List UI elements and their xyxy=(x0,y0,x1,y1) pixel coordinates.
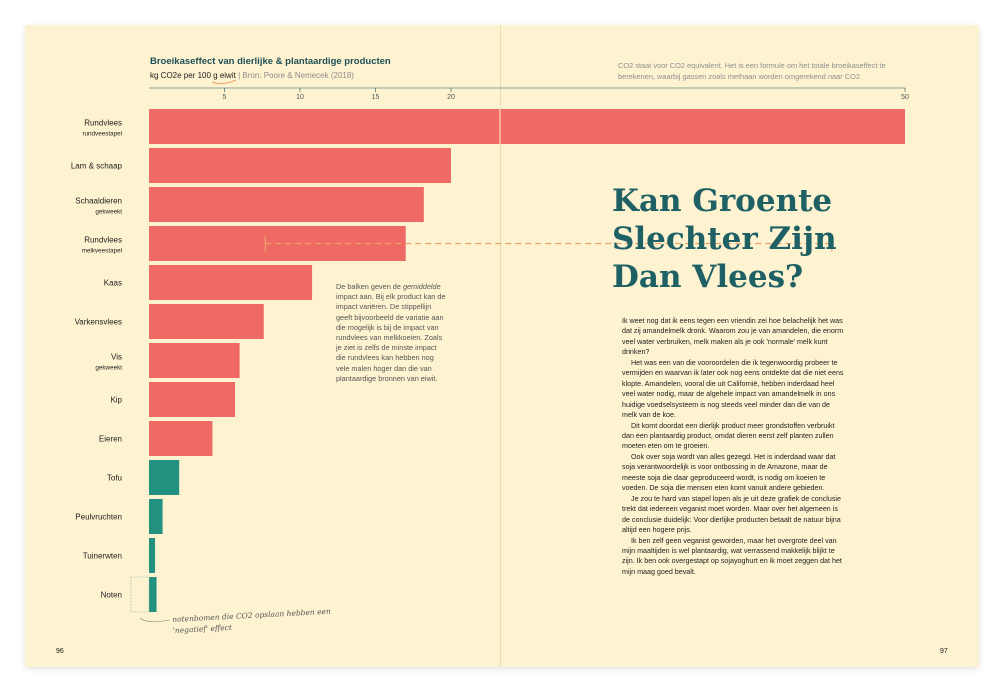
body-paragraph: Het was een van die vooroordelen die ik … xyxy=(622,358,844,420)
bar xyxy=(149,109,905,144)
chart-title: Broeikaseffect van dierlijke & plantaard… xyxy=(150,56,391,67)
body-paragraph: Je zou te hard van stapel lopen als je u… xyxy=(622,494,841,535)
body-paragraph: Dit komt doordat een dierlijk product me… xyxy=(622,421,835,451)
negative-bar xyxy=(130,576,150,613)
category-label: Peulvruchten xyxy=(75,513,122,522)
annotation-text-end: impact aan. Bij elk product kan de impac… xyxy=(336,292,446,383)
category-label: Varkensvlees xyxy=(75,318,122,327)
article-body: Ik weet nog dat ik eens tegen een vriend… xyxy=(622,316,846,577)
body-paragraph: Ook over soja wordt van alles gezegd. He… xyxy=(622,452,836,493)
co2-note: CO2 staat voor CO2 equivalent. Het is ee… xyxy=(618,61,886,81)
category-label: Kaas xyxy=(104,279,122,288)
unit-label: kg CO2e per 100 g eiwit xyxy=(150,71,236,80)
page-number-right: 97 xyxy=(940,648,948,655)
category-label: Rundvlees xyxy=(84,236,122,245)
category-label: Schaaldieren xyxy=(75,197,122,206)
note-pointer xyxy=(139,617,171,622)
bar xyxy=(149,499,163,534)
category-label: Eieren xyxy=(99,435,122,444)
chart-annotation: De balken geven de gemiddelde impact aan… xyxy=(336,282,448,384)
body-paragraph: Ik weet nog dat ik eens tegen een vriend… xyxy=(622,317,844,357)
x-tick-label: 20 xyxy=(447,94,455,101)
category-label: Noten xyxy=(101,591,122,600)
annotation-text-start: De balken geven de xyxy=(336,282,403,291)
bar xyxy=(149,148,451,183)
chart-subtitle: kg CO2e per 100 g eiwit | Bron: Poore & … xyxy=(150,71,354,80)
bar xyxy=(149,421,213,456)
bar xyxy=(149,187,424,222)
bar xyxy=(149,577,157,612)
x-tick-label: 50 xyxy=(901,94,909,101)
highlight-mark xyxy=(211,79,237,85)
category-label: Lam & schaap xyxy=(71,162,123,171)
category-sublabel: gekweekt xyxy=(95,365,122,372)
category-label: Tofu xyxy=(107,474,122,483)
body-paragraph: Ik ben zelf geen veganist geworden, maar… xyxy=(622,536,842,576)
bar xyxy=(149,460,180,495)
bar xyxy=(149,538,156,573)
category-sublabel: melkveestapel xyxy=(82,248,122,255)
x-tick-label: 15 xyxy=(372,94,380,101)
category-label: Kip xyxy=(110,396,122,405)
article-heading: Kan Groente Slechter Zijn Dan Vlees? xyxy=(612,183,837,295)
bar xyxy=(149,265,313,300)
category-sublabel: rundveestapel xyxy=(82,131,122,138)
category-sublabel: gekweekt xyxy=(95,209,122,216)
page-number-left: 96 xyxy=(56,648,64,655)
category-label: Tuinerwten xyxy=(83,552,122,561)
category-label: Vis xyxy=(111,353,122,362)
source-label: | Bron: Poore & Nemecek (2018) xyxy=(238,71,354,80)
bar xyxy=(149,382,236,417)
bar xyxy=(149,343,240,378)
annotation-emphasis: gemiddelde xyxy=(402,282,441,291)
x-tick-label: 10 xyxy=(296,94,304,101)
page-gutter xyxy=(500,25,501,667)
x-tick-label: 5 xyxy=(223,94,227,101)
bar xyxy=(149,304,264,339)
category-label: Rundvlees xyxy=(84,119,122,128)
